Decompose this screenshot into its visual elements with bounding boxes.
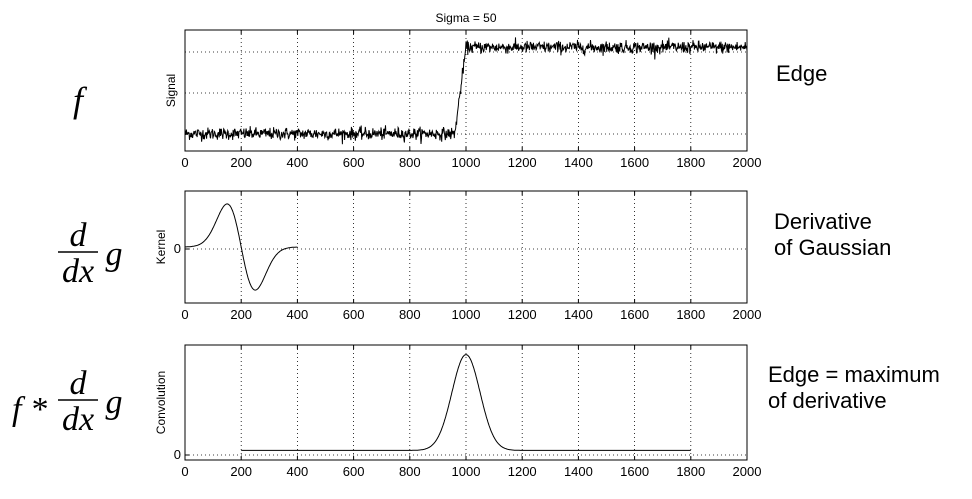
x-tick-label: 600	[343, 307, 365, 322]
annotation-derivative: Derivative of Gaussian	[774, 209, 891, 261]
x-tick-label: 2000	[733, 155, 762, 170]
x-tick-label: 1400	[564, 155, 593, 170]
plot-frame	[184, 344, 748, 461]
y-tick-label: 0	[174, 241, 181, 256]
y-axis-label: Kernel	[154, 230, 168, 265]
x-tick-label: 1600	[620, 464, 649, 479]
formula-convolution-denominator: dx	[62, 401, 94, 438]
y-tick-label: 0	[174, 447, 181, 462]
formula-derivative-g: g	[106, 236, 123, 273]
x-tick-label: 0	[181, 464, 188, 479]
x-tick-label: 2000	[733, 464, 762, 479]
series-line	[184, 37, 748, 145]
x-tick-label: 200	[230, 307, 252, 322]
annotation-derivative-line1: Derivative	[774, 209, 872, 234]
x-tick-label: 0	[181, 307, 188, 322]
x-tick-label: 0	[181, 155, 188, 170]
chart-signal: 0 200 400 600 800 1000 1200 1400 1600 1800 2000 Sig…	[164, 29, 762, 170]
series-line	[185, 203, 298, 291]
annotation-edge-text: Edge	[776, 61, 828, 86]
x-tick-label: 400	[287, 155, 309, 170]
x-tick-label: 1800	[676, 464, 705, 479]
x-tick-label: 800	[399, 155, 421, 170]
x-tick-label: 200	[230, 464, 252, 479]
x-tick-label: 1000	[452, 307, 481, 322]
formula-f: f	[73, 80, 88, 120]
x-tick-label: 1800	[676, 155, 705, 170]
x-tick-label: 200	[230, 155, 252, 170]
series-line	[241, 354, 691, 451]
y-axis-label: Signal	[164, 74, 178, 107]
formula-convolution-numerator: d	[70, 365, 88, 402]
x-tick-label: 400	[287, 464, 309, 479]
y-axis-label: Convolution	[154, 371, 168, 434]
annotation-maximum-line2: of derivative	[768, 388, 887, 413]
figure-title: Sigma = 50	[435, 11, 496, 25]
x-tick-label: 1400	[564, 307, 593, 322]
annotation-derivative-line2: of Gaussian	[774, 235, 892, 260]
x-tick-label: 1600	[620, 155, 649, 170]
x-tick-label: 1000	[452, 155, 481, 170]
x-tick-label: 1400	[564, 464, 593, 479]
chart-kernel: 0 200 400 600 800 1000 1200 1400 1600 1800 2000 0 Ke…	[154, 190, 762, 322]
x-tick-label: 600	[343, 155, 365, 170]
x-tick-label: 1200	[508, 464, 537, 479]
x-tick-label: 600	[343, 464, 365, 479]
x-tick-label: 1200	[508, 307, 537, 322]
x-tick-label: 2000	[733, 307, 762, 322]
x-tick-label: 400	[287, 307, 309, 322]
x-tick-label: 1200	[508, 155, 537, 170]
formula-convolution-f-star: f *	[12, 391, 47, 428]
formula-convolution: f * d dx g	[12, 365, 123, 438]
formula-derivative: d dx g	[58, 217, 123, 290]
formula-convolution-g: g	[106, 384, 123, 421]
annotation-edge: Edge	[776, 61, 827, 87]
x-tick-label: 800	[399, 307, 421, 322]
formula-derivative-numerator: d	[70, 217, 88, 254]
x-tick-label: 1800	[676, 307, 705, 322]
annotation-maximum: Edge = maximum of derivative	[768, 362, 940, 414]
chart-convolution: 0 200 400 600 800 1000 1200 1400 1600 1800 2000 0 Co…	[154, 344, 762, 479]
formula-derivative-denominator: dx	[62, 253, 94, 290]
x-tick-label: 800	[399, 464, 421, 479]
annotation-maximum-line1: Edge = maximum	[768, 362, 940, 387]
x-tick-label: 1000	[452, 464, 481, 479]
x-tick-label: 1600	[620, 307, 649, 322]
